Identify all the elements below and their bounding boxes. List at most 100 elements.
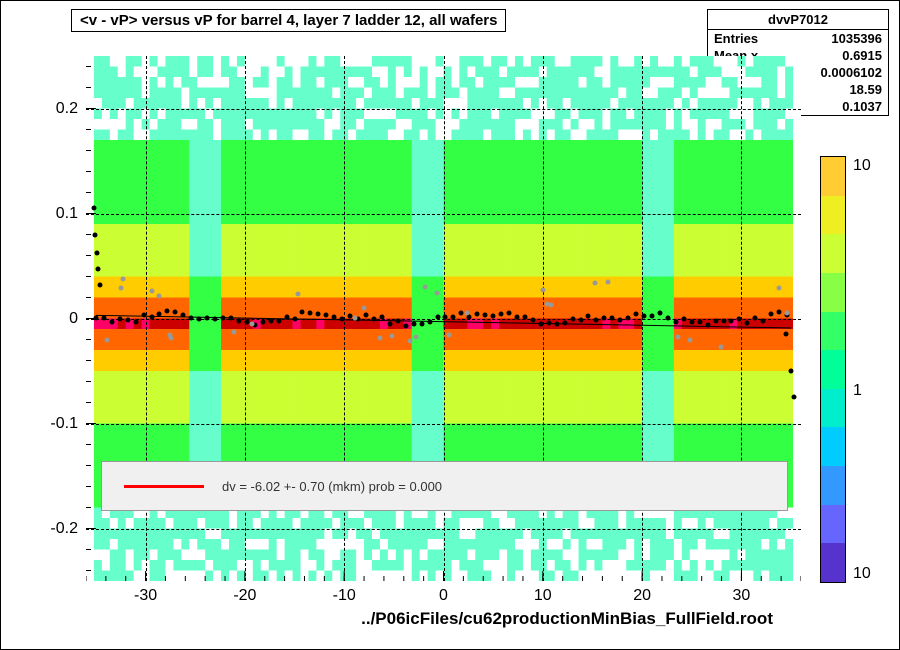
data-point (688, 338, 693, 343)
data-point (784, 332, 789, 337)
data-point (125, 317, 130, 322)
data-point (761, 318, 766, 323)
data-point (157, 311, 162, 316)
data-point (718, 345, 723, 350)
data-point (427, 319, 432, 324)
data-point (593, 281, 598, 286)
plot-title: <v - vP> versus vP for barrel 4, layer 7… (71, 9, 506, 32)
data-point (150, 288, 155, 293)
data-point (657, 310, 662, 315)
data-point (634, 311, 639, 316)
data-point (292, 316, 297, 321)
data-point (447, 332, 452, 337)
data-point (499, 312, 504, 317)
y-tick: -0.2 (50, 520, 78, 538)
data-point (610, 316, 615, 321)
data-point (753, 315, 758, 320)
data-point (308, 311, 313, 316)
data-point (284, 314, 289, 319)
data-point (676, 334, 681, 339)
data-point (602, 315, 607, 320)
data-point (792, 395, 797, 400)
data-point (205, 315, 210, 320)
fit-legend-line (124, 485, 204, 488)
data-point (324, 313, 329, 318)
data-point (156, 293, 161, 298)
data-point (119, 285, 124, 290)
x-tick: 30 (733, 587, 751, 605)
data-point (689, 319, 694, 324)
data-point (769, 311, 774, 316)
data-point (296, 292, 301, 297)
data-point (236, 319, 241, 324)
data-point (544, 302, 549, 307)
data-point (443, 314, 448, 319)
data-point (541, 288, 546, 293)
data-point (626, 316, 631, 321)
data-point (316, 311, 321, 316)
data-point (483, 312, 488, 317)
data-point (165, 308, 170, 313)
data-point (120, 277, 125, 282)
data-point (268, 318, 273, 323)
fit-legend-box: dv = -6.02 +- 0.70 (mkm) prob = 0.000 (101, 461, 788, 511)
data-point (181, 312, 186, 317)
data-point (109, 320, 114, 325)
data-point (364, 312, 369, 317)
data-point (419, 321, 424, 326)
data-point (104, 338, 109, 343)
data-point (650, 313, 655, 318)
data-point (340, 317, 345, 322)
data-point (228, 316, 233, 321)
data-point (93, 315, 98, 320)
x-tick: 0 (439, 587, 448, 605)
data-point (133, 320, 138, 325)
data-point (554, 321, 559, 326)
data-point (435, 315, 440, 320)
data-point (276, 318, 281, 323)
data-point (618, 318, 623, 323)
data-point (522, 314, 527, 319)
x-tick: -30 (134, 587, 157, 605)
data-point (713, 318, 718, 323)
data-point (745, 321, 750, 326)
colorbar-tick: 1 (853, 382, 862, 400)
data-point (465, 310, 470, 315)
data-point (411, 321, 416, 326)
data-point (789, 369, 794, 374)
y-tick: 0 (69, 310, 78, 328)
data-point (300, 309, 305, 314)
data-point (705, 322, 710, 327)
data-point (94, 251, 99, 256)
data-point (332, 315, 337, 320)
data-point (697, 319, 702, 324)
data-point (777, 309, 782, 314)
data-point (681, 317, 686, 322)
data-point (785, 310, 790, 315)
data-point (538, 322, 543, 327)
y-tick: -0.1 (50, 415, 78, 433)
data-point (97, 282, 102, 287)
colorbar-tick: 10 (853, 157, 871, 175)
x-tick: -10 (333, 587, 356, 605)
x-tick: 10 (534, 587, 552, 605)
data-point (189, 315, 194, 320)
data-point (197, 317, 202, 322)
data-point (387, 321, 392, 326)
fit-legend-text: dv = -6.02 +- 0.70 (mkm) prob = 0.000 (222, 479, 442, 494)
plot-area: -0.2-0.100.10.2 -30-20-100102030 ../P06i… (86, 56, 801, 581)
data-point (91, 206, 96, 211)
data-point (244, 320, 249, 325)
data-point (578, 317, 583, 322)
colorbar-tick: 10 (853, 565, 871, 583)
data-point (231, 329, 236, 334)
data-point (562, 321, 567, 326)
data-point (507, 311, 512, 316)
stats-row: Entries1035396 (708, 30, 888, 47)
data-point (514, 314, 519, 319)
data-point (390, 334, 395, 339)
data-point (434, 291, 439, 296)
x-axis-label: ../P06icFiles/cu62productionMinBias_Full… (361, 609, 773, 629)
data-point (362, 306, 367, 311)
data-point (737, 316, 742, 321)
